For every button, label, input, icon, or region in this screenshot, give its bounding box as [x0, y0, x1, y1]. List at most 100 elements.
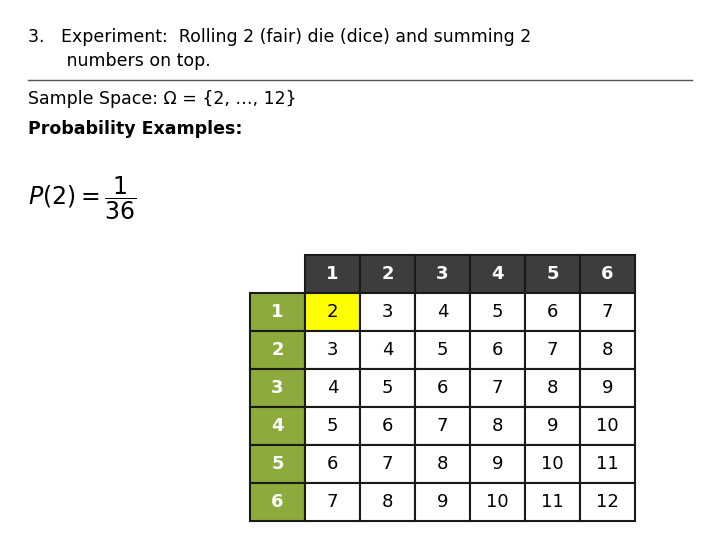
- Bar: [360, 483, 415, 521]
- Text: 7: 7: [492, 379, 503, 397]
- Bar: [250, 293, 305, 331]
- Bar: [580, 331, 635, 369]
- Text: 11: 11: [541, 493, 564, 511]
- Text: 5: 5: [546, 265, 559, 283]
- Text: 6: 6: [437, 379, 448, 397]
- Text: 8: 8: [382, 493, 393, 511]
- Bar: [580, 445, 635, 483]
- Bar: [415, 331, 470, 369]
- Bar: [580, 369, 635, 407]
- Text: 1: 1: [271, 303, 284, 321]
- Text: 8: 8: [546, 379, 558, 397]
- Bar: [360, 369, 415, 407]
- Text: 6: 6: [382, 417, 393, 435]
- Text: 11: 11: [596, 455, 619, 473]
- Bar: [580, 407, 635, 445]
- Bar: [525, 255, 580, 293]
- Bar: [525, 407, 580, 445]
- Text: 6: 6: [492, 341, 503, 359]
- Text: 8: 8: [602, 341, 613, 359]
- Bar: [470, 255, 525, 293]
- Bar: [580, 483, 635, 521]
- Bar: [525, 445, 580, 483]
- Bar: [470, 293, 525, 331]
- Text: 7: 7: [327, 493, 338, 511]
- Text: 3: 3: [327, 341, 338, 359]
- Bar: [470, 331, 525, 369]
- Text: 9: 9: [492, 455, 503, 473]
- Text: 10: 10: [486, 493, 509, 511]
- Bar: [360, 331, 415, 369]
- Text: 4: 4: [491, 265, 504, 283]
- Bar: [305, 407, 360, 445]
- Bar: [525, 483, 580, 521]
- Bar: [250, 407, 305, 445]
- Text: Sample Space: Ω = {2, …, 12}: Sample Space: Ω = {2, …, 12}: [28, 90, 297, 108]
- Bar: [415, 407, 470, 445]
- Text: 7: 7: [437, 417, 449, 435]
- Bar: [250, 369, 305, 407]
- Bar: [415, 483, 470, 521]
- Text: 4: 4: [271, 417, 284, 435]
- Text: numbers on top.: numbers on top.: [28, 52, 211, 70]
- Bar: [305, 331, 360, 369]
- Bar: [305, 293, 360, 331]
- Text: 12: 12: [596, 493, 619, 511]
- Bar: [580, 255, 635, 293]
- Text: 2: 2: [271, 341, 284, 359]
- Text: 5: 5: [492, 303, 503, 321]
- Text: 5: 5: [437, 341, 449, 359]
- Text: 4: 4: [437, 303, 449, 321]
- Text: 3.   Experiment:  Rolling 2 (fair) die (dice) and summing 2: 3. Experiment: Rolling 2 (fair) die (dic…: [28, 28, 531, 46]
- Bar: [360, 255, 415, 293]
- Bar: [250, 331, 305, 369]
- Bar: [470, 407, 525, 445]
- Bar: [415, 293, 470, 331]
- Bar: [580, 293, 635, 331]
- Text: 7: 7: [546, 341, 558, 359]
- Text: 4: 4: [327, 379, 338, 397]
- Text: 8: 8: [437, 455, 448, 473]
- Bar: [470, 445, 525, 483]
- Bar: [470, 483, 525, 521]
- Text: 6: 6: [546, 303, 558, 321]
- Bar: [360, 293, 415, 331]
- Bar: [305, 483, 360, 521]
- Bar: [305, 255, 360, 293]
- Text: 9: 9: [437, 493, 449, 511]
- Bar: [305, 445, 360, 483]
- Bar: [470, 369, 525, 407]
- Text: 7: 7: [602, 303, 613, 321]
- Bar: [360, 445, 415, 483]
- Bar: [525, 331, 580, 369]
- Text: 2: 2: [382, 265, 394, 283]
- Text: 5: 5: [327, 417, 338, 435]
- Text: 2: 2: [327, 303, 338, 321]
- Bar: [305, 369, 360, 407]
- Bar: [415, 255, 470, 293]
- Text: $P(2) = \dfrac{1}{36}$: $P(2) = \dfrac{1}{36}$: [28, 175, 137, 222]
- Text: 10: 10: [541, 455, 564, 473]
- Text: 7: 7: [382, 455, 393, 473]
- Text: 6: 6: [327, 455, 338, 473]
- Bar: [525, 293, 580, 331]
- Text: 6: 6: [601, 265, 613, 283]
- Text: 3: 3: [436, 265, 449, 283]
- Text: 5: 5: [271, 455, 284, 473]
- Text: Probability Examples:: Probability Examples:: [28, 120, 243, 138]
- Bar: [525, 369, 580, 407]
- Bar: [415, 369, 470, 407]
- Text: 3: 3: [271, 379, 284, 397]
- Text: 8: 8: [492, 417, 503, 435]
- Bar: [250, 483, 305, 521]
- Text: 4: 4: [382, 341, 393, 359]
- Text: 1: 1: [326, 265, 338, 283]
- Text: 5: 5: [382, 379, 393, 397]
- Text: 9: 9: [546, 417, 558, 435]
- Bar: [415, 445, 470, 483]
- Text: 6: 6: [271, 493, 284, 511]
- Text: 3: 3: [382, 303, 393, 321]
- Text: 10: 10: [596, 417, 618, 435]
- Bar: [250, 445, 305, 483]
- Text: 9: 9: [602, 379, 613, 397]
